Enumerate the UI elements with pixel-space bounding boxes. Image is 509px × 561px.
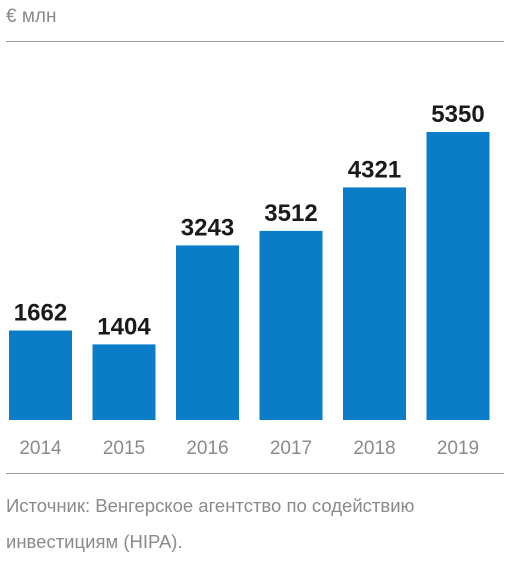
bar-2018 — [343, 187, 406, 420]
bar-2019 — [426, 132, 490, 420]
x-tick-2016: 2016 — [186, 438, 228, 459]
x-tick-2014: 2014 — [19, 438, 62, 459]
x-tick-2017: 2017 — [270, 438, 312, 459]
bar-2016 — [176, 245, 239, 420]
x-tick-2015: 2015 — [103, 438, 145, 459]
bottom-divider — [6, 473, 504, 474]
value-label-2019: 5350 — [431, 101, 484, 128]
value-label-2014: 1662 — [14, 300, 67, 327]
unit-label: € млн — [6, 6, 57, 27]
source-note: Источник: Венгерское агентство по содейс… — [6, 495, 415, 552]
x-tick-2018: 2018 — [353, 438, 395, 459]
top-divider — [6, 41, 504, 42]
bar-2017 — [259, 230, 323, 420]
bar-2015 — [92, 344, 156, 420]
value-label-2018: 4321 — [348, 156, 401, 183]
x-tick-2019: 2019 — [437, 438, 479, 459]
value-label-2016: 3243 — [181, 214, 234, 241]
value-label-2017: 3512 — [264, 200, 317, 227]
bar-2014 — [9, 330, 72, 420]
value-label-2015: 1404 — [97, 313, 151, 340]
